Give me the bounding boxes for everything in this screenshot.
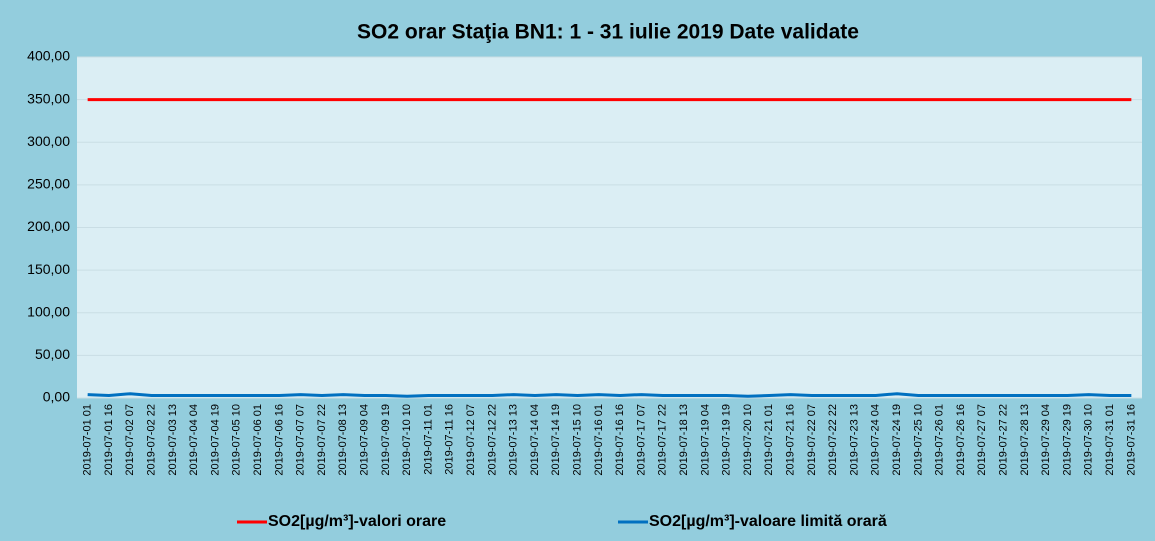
x-tick-label: 2019-07-10 10: [401, 404, 413, 476]
x-tick-label: 2019-07-03 13: [167, 404, 179, 476]
x-tick-label: 2019-07-08 13: [337, 404, 349, 476]
x-tick-label: 2019-07-22 07: [806, 404, 818, 476]
x-tick-label: 2019-07-01 16: [103, 404, 115, 476]
x-tick-label: 2019-07-25 10: [912, 404, 924, 476]
x-tick-label: 2019-07-09 19: [380, 404, 392, 476]
x-tick-label: 2019-07-14 19: [550, 404, 562, 476]
x-tick-label: 2019-07-24 04: [870, 404, 882, 476]
x-tick-label: 2019-07-28 13: [1019, 404, 1031, 476]
x-tick-label: 2019-07-29 04: [1040, 404, 1052, 476]
x-tick-label: 2019-07-06 16: [273, 404, 285, 476]
x-tick-label: 2019-07-06 01: [252, 404, 264, 476]
x-tick-label: 2019-07-20 10: [742, 404, 754, 476]
x-tick-label: 2019-07-29 19: [1061, 404, 1073, 476]
y-tick-label: 400,00: [27, 48, 70, 64]
x-tick-label: 2019-07-07 07: [295, 404, 307, 476]
x-tick-label: 2019-07-01 01: [82, 404, 94, 476]
x-tick-label: 2019-07-04 04: [188, 404, 200, 476]
x-tick-label: 2019-07-27 07: [976, 404, 988, 476]
y-tick-label: 300,00: [27, 133, 70, 149]
x-tick-label: 2019-07-21 01: [763, 404, 775, 476]
x-tick-label: 2019-07-05 10: [231, 404, 243, 476]
x-tick-label: 2019-07-14 04: [529, 404, 541, 476]
x-tick-label: 2019-07-18 13: [678, 404, 690, 476]
y-tick-label: 250,00: [27, 176, 70, 192]
x-tick-label: 2019-07-22 22: [827, 404, 839, 476]
series-line: [87, 392, 1132, 398]
x-tick-label: 2019-07-12 07: [465, 404, 477, 476]
x-tick-label: 2019-07-31 01: [1104, 404, 1116, 476]
y-tick-label: 150,00: [27, 261, 70, 277]
chart-title: SO2 orar Staţia BN1: 1 - 31 iulie 2019 D…: [357, 21, 859, 44]
x-tick-label: 2019-07-26 01: [934, 404, 946, 476]
x-tick-label: 2019-07-09 04: [358, 404, 370, 476]
x-tick-label: 2019-07-11 01: [422, 404, 434, 475]
x-tick-label: 2019-07-16 01: [593, 404, 605, 476]
x-tick-label: 2019-07-17 07: [635, 404, 647, 476]
x-tick-label: 2019-07-04 19: [209, 404, 221, 476]
x-tick-label: 2019-07-24 19: [891, 404, 903, 476]
y-tick-label: 50,00: [35, 346, 70, 362]
legend-label: SO2[µg/m³]-valori orare: [268, 513, 446, 530]
x-tick-label: 2019-07-02 22: [145, 404, 157, 476]
x-tick-label: 2019-07-02 07: [124, 404, 136, 476]
x-tick-label: 2019-07-30 10: [1083, 404, 1095, 476]
legend-label: SO2[µg/m³]-valoare limită orară: [649, 513, 887, 530]
x-tick-label: 2019-07-26 16: [955, 404, 967, 476]
x-tick-label: 2019-07-19 04: [699, 404, 711, 476]
x-tick-label: 2019-07-27 22: [997, 404, 1009, 476]
x-tick-label: 2019-07-12 22: [486, 404, 498, 476]
x-tick-label: 2019-07-19 19: [721, 404, 733, 476]
y-tick-label: 0,00: [43, 389, 70, 405]
x-tick-label: 2019-07-13 13: [508, 404, 520, 476]
x-tick-label: 2019-07-16 16: [614, 404, 626, 476]
y-tick-label: 100,00: [27, 303, 70, 319]
x-tick-label: 2019-07-17 22: [657, 404, 669, 476]
x-tick-label: 2019-07-23 13: [848, 404, 860, 476]
x-tick-label: 2019-07-15 10: [571, 404, 583, 476]
x-tick-label: 2019-07-31 16: [1125, 404, 1137, 476]
y-tick-label: 200,00: [27, 218, 70, 234]
y-tick-label: 350,00: [27, 90, 70, 106]
x-tick-label: 2019-07-11 16: [444, 404, 456, 475]
x-tick-label: 2019-07-21 16: [784, 404, 796, 476]
x-tick-label: 2019-07-07 22: [316, 404, 328, 476]
